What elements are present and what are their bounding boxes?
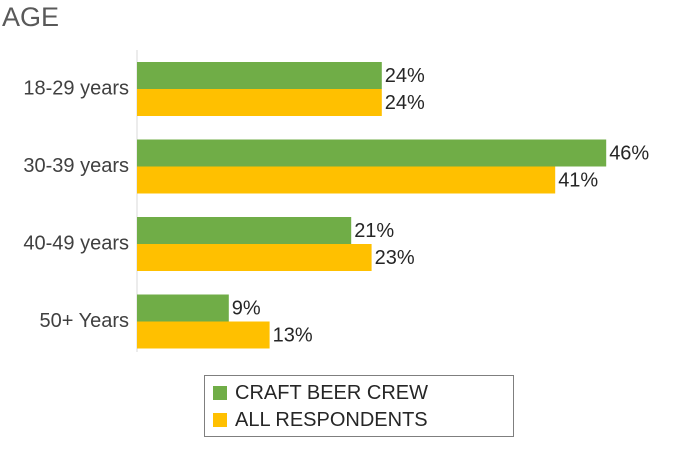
data-label: 21% <box>354 220 394 242</box>
chart-title: AGE <box>2 2 60 32</box>
data-label: 46% <box>609 142 649 164</box>
bar-craft-1 <box>137 139 607 167</box>
bar-all-0 <box>137 89 382 116</box>
category-label: 18-29 years <box>23 77 129 99</box>
bar-craft-3 <box>137 294 229 322</box>
bar-chart: 18-29 years 24% 24% 30-39 years 46% 41% 40-49 … <box>23 50 649 352</box>
bar-craft-2 <box>137 217 352 244</box>
data-label: 24% <box>385 92 425 114</box>
data-label: 24% <box>385 65 425 87</box>
category-label: 50+ Years <box>39 310 129 332</box>
legend-swatch-craft <box>213 386 227 400</box>
legend-label: CRAFT BEER CREW <box>235 381 428 404</box>
bar-all-3 <box>137 321 270 349</box>
bar-all-1 <box>137 166 556 194</box>
category-label: 40-49 years <box>23 232 129 254</box>
data-label: 9% <box>232 297 261 319</box>
legend-item-all-respondents: ALL RESPONDENTS <box>213 407 428 433</box>
data-label: 41% <box>558 169 598 191</box>
data-label: 13% <box>273 324 313 346</box>
data-label: 23% <box>375 247 415 269</box>
category-label: 30-39 years <box>23 155 129 177</box>
legend-swatch-all <box>213 413 227 427</box>
legend: CRAFT BEER CREW ALL RESPONDENTS <box>204 375 514 437</box>
legend-label: ALL RESPONDENTS <box>235 408 428 431</box>
bar-all-2 <box>137 244 372 271</box>
legend-item-craft-beer-crew: CRAFT BEER CREW <box>213 380 428 406</box>
bar-craft-0 <box>137 62 382 89</box>
